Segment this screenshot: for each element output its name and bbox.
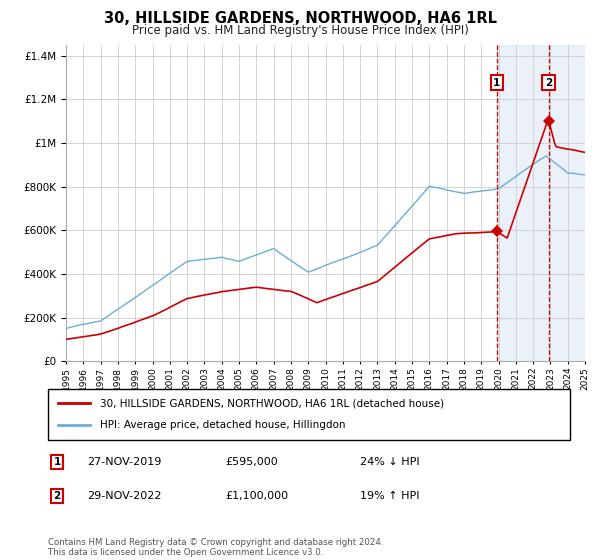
Text: 29-NOV-2022: 29-NOV-2022 [87,491,161,501]
Text: Contains HM Land Registry data © Crown copyright and database right 2024.
This d: Contains HM Land Registry data © Crown c… [48,538,383,557]
Bar [497,45,600,361]
Text: Price paid vs. HM Land Registry's House Price Index (HPI): Price paid vs. HM Land Registry's House … [131,24,469,36]
Text: 1: 1 [493,78,500,88]
Text: 1: 1 [53,457,61,467]
Text: 30, HILLSIDE GARDENS, NORTHWOOD, HA6 1RL: 30, HILLSIDE GARDENS, NORTHWOOD, HA6 1RL [104,11,497,26]
Text: 24% ↓ HPI: 24% ↓ HPI [360,457,419,467]
Text: £1,100,000: £1,100,000 [225,491,288,501]
Text: £595,000: £595,000 [225,457,278,467]
Text: 27-NOV-2019: 27-NOV-2019 [87,457,161,467]
Text: 19% ↑ HPI: 19% ↑ HPI [360,491,419,501]
Text: 2: 2 [53,491,61,501]
Text: 30, HILLSIDE GARDENS, NORTHWOOD, HA6 1RL (detached house): 30, HILLSIDE GARDENS, NORTHWOOD, HA6 1RL… [100,398,445,408]
FancyBboxPatch shape [48,389,570,440]
Text: 2: 2 [545,78,552,88]
Text: HPI: Average price, detached house, Hillingdon: HPI: Average price, detached house, Hill… [100,421,346,431]
